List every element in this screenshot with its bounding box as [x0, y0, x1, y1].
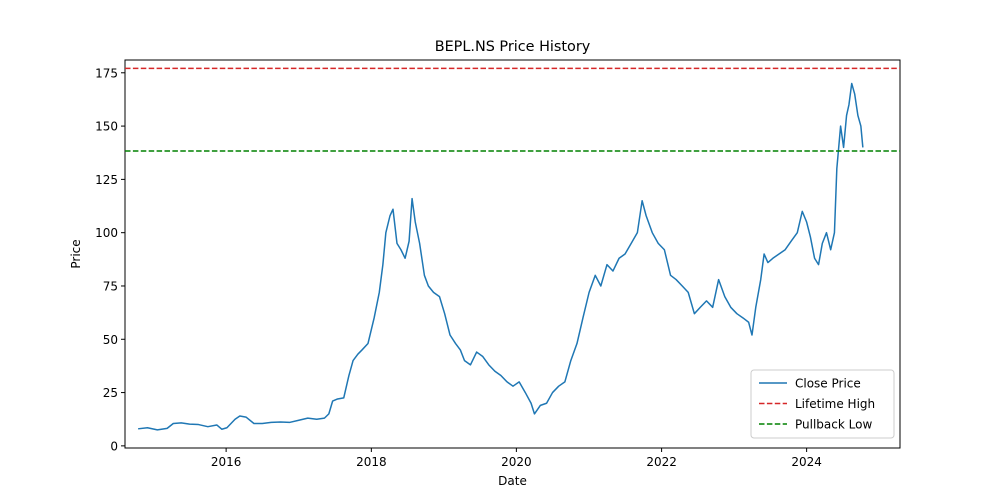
y-tick-label-150: 150 [95, 120, 118, 134]
x-axis-label: Date [498, 474, 527, 488]
y-tick-label-25: 25 [103, 386, 118, 400]
y-tick-label-125: 125 [95, 173, 118, 187]
y-tick-label-0: 0 [110, 439, 118, 453]
x-tick-label-2016: 2016 [211, 455, 242, 469]
legend-label-close-price: Close Price [795, 377, 861, 391]
x-tick-label-2020: 2020 [501, 455, 532, 469]
y-tick-label-75: 75 [103, 279, 118, 293]
legend-label-lifetime-high: Lifetime High [795, 397, 875, 411]
x-tick-label-2024: 2024 [791, 455, 822, 469]
x-tick-label-2022: 2022 [646, 455, 677, 469]
plot-area: 0 25 50 75 100 125 150 175 2016 2018 2020 2022 2024 [95, 59, 901, 469]
chart-title: BEPL.NS Price History [435, 39, 591, 55]
close-price-line [138, 82, 864, 431]
y-tick-label-100: 100 [95, 226, 118, 240]
plot-frame [124, 59, 901, 449]
legend: Close Price Lifetime High Pullback Low [750, 369, 895, 439]
legend-label-pullback-low: Pullback Low [795, 418, 872, 432]
y-tick-label-50: 50 [103, 333, 118, 347]
y-axis-label: Price [69, 239, 83, 268]
legend-box [750, 369, 895, 439]
x-tick-label-2018: 2018 [356, 455, 387, 469]
y-tick-label-175: 175 [95, 66, 118, 80]
